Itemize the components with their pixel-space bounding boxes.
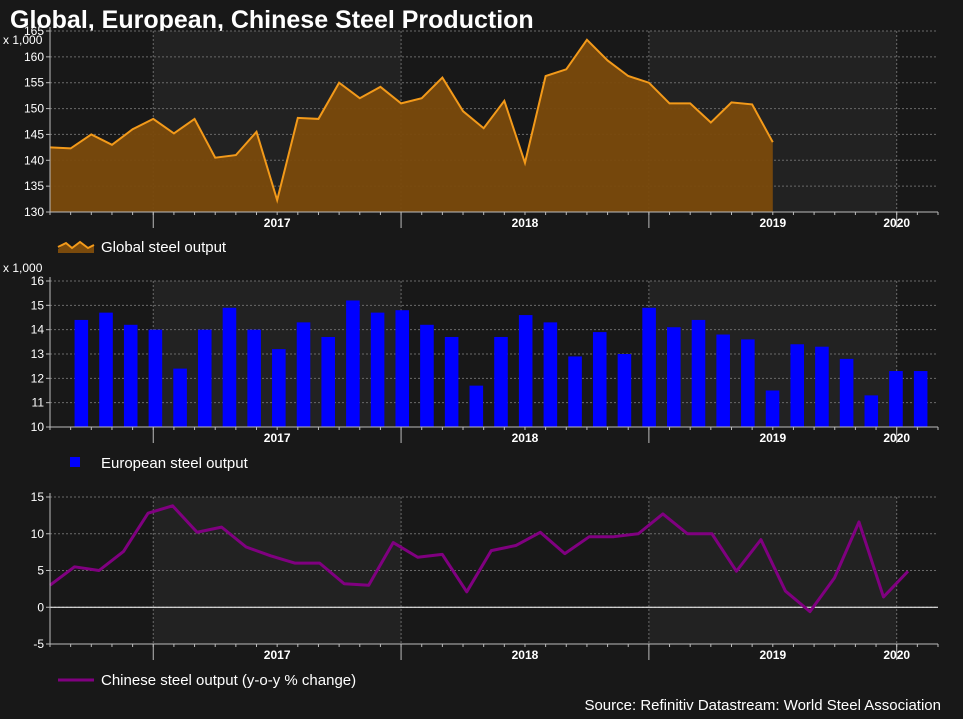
x-year-label: 2017 — [264, 216, 291, 230]
unit-label: x 1,000 — [3, 261, 43, 275]
y-tick-label: 11 — [32, 396, 45, 410]
european-bar — [864, 395, 879, 427]
european-bar — [667, 327, 681, 427]
y-tick-label: 130 — [24, 205, 44, 219]
legend-label: European steel output — [101, 455, 249, 472]
x-year-label: 2019 — [759, 431, 786, 445]
european-bar — [173, 368, 187, 427]
european-bar — [765, 390, 780, 427]
european-bar — [568, 356, 582, 427]
european-bar — [741, 339, 755, 427]
y-tick-label: 155 — [24, 76, 44, 90]
y-tick-label: 140 — [24, 153, 44, 167]
european-bar — [494, 336, 508, 427]
european-bar — [247, 329, 261, 427]
global-area — [50, 39, 773, 212]
european-bar — [839, 358, 854, 427]
european-bar — [197, 329, 212, 427]
y-tick-label: 12 — [31, 371, 45, 385]
year-band — [50, 497, 154, 644]
global-series-line — [49, 38, 774, 204]
european-bar — [346, 300, 360, 427]
european-bar — [222, 307, 237, 427]
x-year-label: 2017 — [264, 648, 291, 662]
panel-3: -5 0 5 10 15 2017 2018 2019 2020 Chinese steel ou… — [31, 490, 939, 689]
y-tick-label: 16 — [31, 274, 45, 288]
y-tick-label: 150 — [24, 102, 44, 116]
y-tick-label: 145 — [24, 127, 44, 141]
european-bar — [716, 334, 730, 427]
european-bar — [395, 310, 410, 427]
european-bar — [420, 324, 434, 427]
european-bar — [592, 332, 607, 427]
european-bar — [444, 336, 459, 427]
x-year-label: 2018 — [512, 431, 539, 445]
panel-2: 10 11 12 13 14 15 16 2017 2018 2019 2020 x 1,000 Eur… — [3, 261, 939, 472]
european-bar — [296, 322, 311, 427]
panel-1: 130 135 140 145 150 155 160 165 2017 2018 2019 2020… — [3, 24, 939, 256]
european-bar — [815, 346, 829, 427]
european-bar — [74, 319, 89, 427]
european-bar — [272, 349, 286, 427]
european-bar — [99, 312, 113, 427]
y-tick-label: -5 — [33, 637, 44, 651]
y-tick-label: 5 — [37, 564, 44, 578]
y-tick-label: 165 — [24, 24, 44, 38]
european-bar — [321, 336, 335, 427]
chinese-series-line — [49, 504, 910, 614]
x-year-label: 2019 — [759, 648, 786, 662]
unit-label: x 1,000 — [3, 33, 43, 47]
x-year-label: 2018 — [512, 648, 539, 662]
european-bar — [543, 322, 558, 427]
y-tick-label: 14 — [31, 323, 45, 337]
x-year-label: 2018 — [512, 216, 539, 230]
legend-label: Global steel output — [101, 239, 227, 256]
year-band — [896, 31, 938, 212]
european-bar — [123, 324, 138, 427]
legend-label: Chinese steel output (y-o-y % change) — [101, 672, 356, 689]
european-bar — [148, 329, 163, 427]
x-year-label: 2020 — [883, 431, 910, 445]
x-year-label: 2017 — [264, 431, 291, 445]
european-bar — [691, 319, 706, 427]
chart-title: Global, European, Chinese Steel Producti… — [10, 6, 534, 34]
y-tick-label: 15 — [31, 490, 45, 504]
y-tick-label: 13 — [31, 347, 45, 361]
european-bar — [913, 371, 928, 427]
european-bar — [518, 315, 533, 427]
x-year-label: 2020 — [883, 216, 910, 230]
legend-swatch-line — [57, 240, 95, 250]
european-bar — [469, 385, 484, 427]
y-tick-label: 135 — [24, 179, 44, 193]
x-year-label: 2020 — [883, 648, 910, 662]
legend-swatch — [70, 457, 80, 467]
y-tick-label: 160 — [24, 50, 44, 64]
european-bar — [370, 312, 385, 427]
source-note: Source: Refinitiv Datastream: World Stee… — [584, 697, 941, 714]
european-bar — [889, 371, 903, 427]
y-tick-label: 10 — [31, 527, 45, 541]
y-tick-label: 10 — [31, 420, 45, 434]
x-year-label: 2019 — [759, 216, 786, 230]
y-tick-label: 15 — [31, 298, 45, 312]
european-bar — [617, 354, 632, 427]
european-bar — [790, 344, 805, 427]
european-bar — [642, 307, 656, 427]
y-tick-label: 0 — [37, 600, 44, 614]
